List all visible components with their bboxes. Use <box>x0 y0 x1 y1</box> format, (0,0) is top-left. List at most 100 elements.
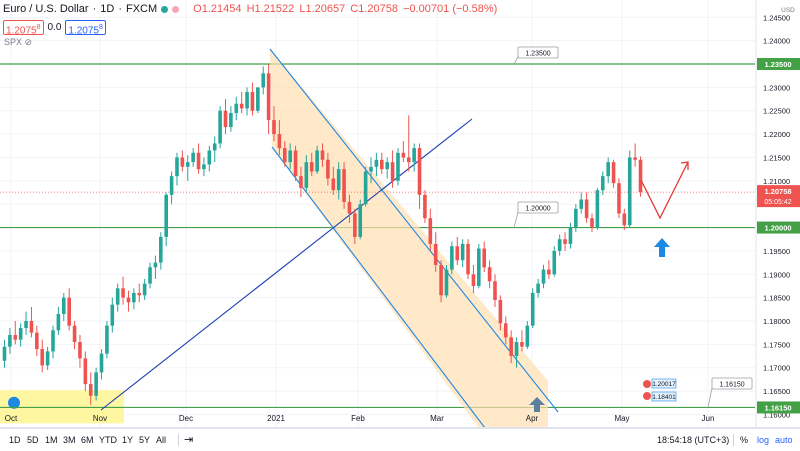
goto-date-icon[interactable]: ⇥ <box>184 434 194 446</box>
candle-body <box>412 148 416 163</box>
candle-body <box>595 190 600 228</box>
range-5y[interactable]: 5Y <box>139 435 151 445</box>
price-tick-label: 1.21000 <box>763 177 790 186</box>
price-tick-label: 1.21500 <box>763 153 790 162</box>
price-tick-label: 1.22000 <box>763 130 790 139</box>
price-tick-label: 1.24500 <box>763 13 790 22</box>
clock-time[interactable]: 18:54:18 (UTC+3) <box>657 435 730 445</box>
close-value: C1.20758 <box>350 3 399 15</box>
candle-body <box>563 239 567 244</box>
time-tick-label: Oct <box>5 414 18 423</box>
level-callout-box <box>517 46 559 59</box>
bid-price-sup: 8 <box>36 24 41 31</box>
auto-toggle[interactable]: auto <box>775 435 793 445</box>
candle-body <box>460 243 465 261</box>
candle-body <box>261 73 266 88</box>
candle-body <box>61 297 66 314</box>
candle-body <box>520 342 524 347</box>
level-price-tag-label: 1.23500 <box>764 60 791 69</box>
spread-value: 0.0 <box>47 22 62 33</box>
ask-price: 1.2075 <box>68 25 99 37</box>
bid-price: 1.2075 <box>6 25 37 37</box>
candle-body <box>493 281 497 300</box>
percent-toggle[interactable]: % <box>740 435 749 445</box>
candle-body <box>304 162 309 188</box>
candle-body <box>164 194 168 237</box>
candle-body <box>175 157 179 177</box>
log-toggle[interactable]: log <box>757 435 770 445</box>
candle-body <box>239 103 244 109</box>
candle-body <box>320 150 325 160</box>
candle-body <box>590 218 594 228</box>
level-callout-box <box>711 377 753 390</box>
range-6m[interactable]: 6M <box>81 435 94 445</box>
time-tick-label: Jun <box>702 414 715 423</box>
candle-body <box>223 110 228 128</box>
interval-label[interactable]: 1D <box>100 3 115 15</box>
candle-body <box>477 248 481 286</box>
candle-body <box>541 269 546 284</box>
up-arrow-icon <box>654 238 670 257</box>
bid-price-button[interactable]: 1.20758 <box>3 20 44 37</box>
candle-body <box>498 299 503 324</box>
bottom-toolbar: 1D 5D 1M 3M 6M YTD 1Y 5Y All ⇥ 18:54:18 … <box>0 428 800 451</box>
candle-body <box>137 292 142 296</box>
time-tick-label: Apr <box>526 414 539 423</box>
ask-price-button[interactable]: 1.20758 <box>65 20 106 37</box>
candle-body <box>115 288 120 305</box>
candle-body <box>617 183 621 214</box>
time-tick-label: Nov <box>93 414 107 423</box>
countdown-label: 05:05:42 <box>764 199 791 206</box>
candle-body <box>574 208 578 228</box>
projection-arrowhead <box>680 161 689 170</box>
candle-body <box>336 169 341 191</box>
clock-separator <box>733 434 734 446</box>
eye-off-icon[interactable]: ⊘ <box>24 37 33 47</box>
candle-body <box>153 262 158 268</box>
candle-body <box>342 169 346 202</box>
range-separator <box>178 434 179 446</box>
candle-body <box>110 304 115 326</box>
compare-row: SPX ⊘ <box>4 37 32 48</box>
candle-body <box>88 384 93 396</box>
range-all[interactable]: All <box>156 435 167 445</box>
candle-body <box>169 176 174 195</box>
candle-body <box>374 159 379 167</box>
candle-body <box>401 152 406 158</box>
price-tick-label: 1.17500 <box>763 340 790 349</box>
candle-body <box>439 264 443 296</box>
candle-body <box>600 176 605 191</box>
candle-body <box>514 342 519 357</box>
level-callout-pointer <box>513 211 519 228</box>
compare-symbol[interactable]: SPX <box>4 37 23 47</box>
channel-fill <box>270 49 548 428</box>
candle-body <box>396 152 400 181</box>
range-5d[interactable]: 5D <box>27 435 39 445</box>
candle-body <box>353 213 357 237</box>
candle-body <box>433 243 438 265</box>
range-1m[interactable]: 1M <box>45 435 58 445</box>
candle-body <box>180 157 185 167</box>
range-3m[interactable]: 3M <box>63 435 76 445</box>
range-ytd[interactable]: YTD <box>99 435 117 445</box>
range-1y[interactable]: 1Y <box>122 435 134 445</box>
mini-label-box <box>651 378 677 389</box>
candle-body <box>67 297 71 326</box>
candle-body <box>229 113 233 128</box>
candle-body <box>121 288 125 298</box>
price-tick-label: 1.16500 <box>763 387 790 396</box>
candle-body <box>35 332 39 350</box>
candle-body <box>638 159 643 193</box>
candle-body <box>78 342 82 359</box>
candle-body <box>83 358 88 385</box>
candle-body <box>99 353 104 373</box>
level-price-tag <box>757 221 800 234</box>
range-1d[interactable]: 1D <box>9 435 21 445</box>
candle-body <box>450 246 454 270</box>
price-tick-label: 1.18000 <box>763 317 790 326</box>
time-tick-label: Dec <box>179 414 193 423</box>
symbol-name[interactable]: Euro / U.S. Dollar <box>3 3 89 15</box>
candle-body <box>611 162 616 184</box>
candle-body <box>56 313 61 331</box>
